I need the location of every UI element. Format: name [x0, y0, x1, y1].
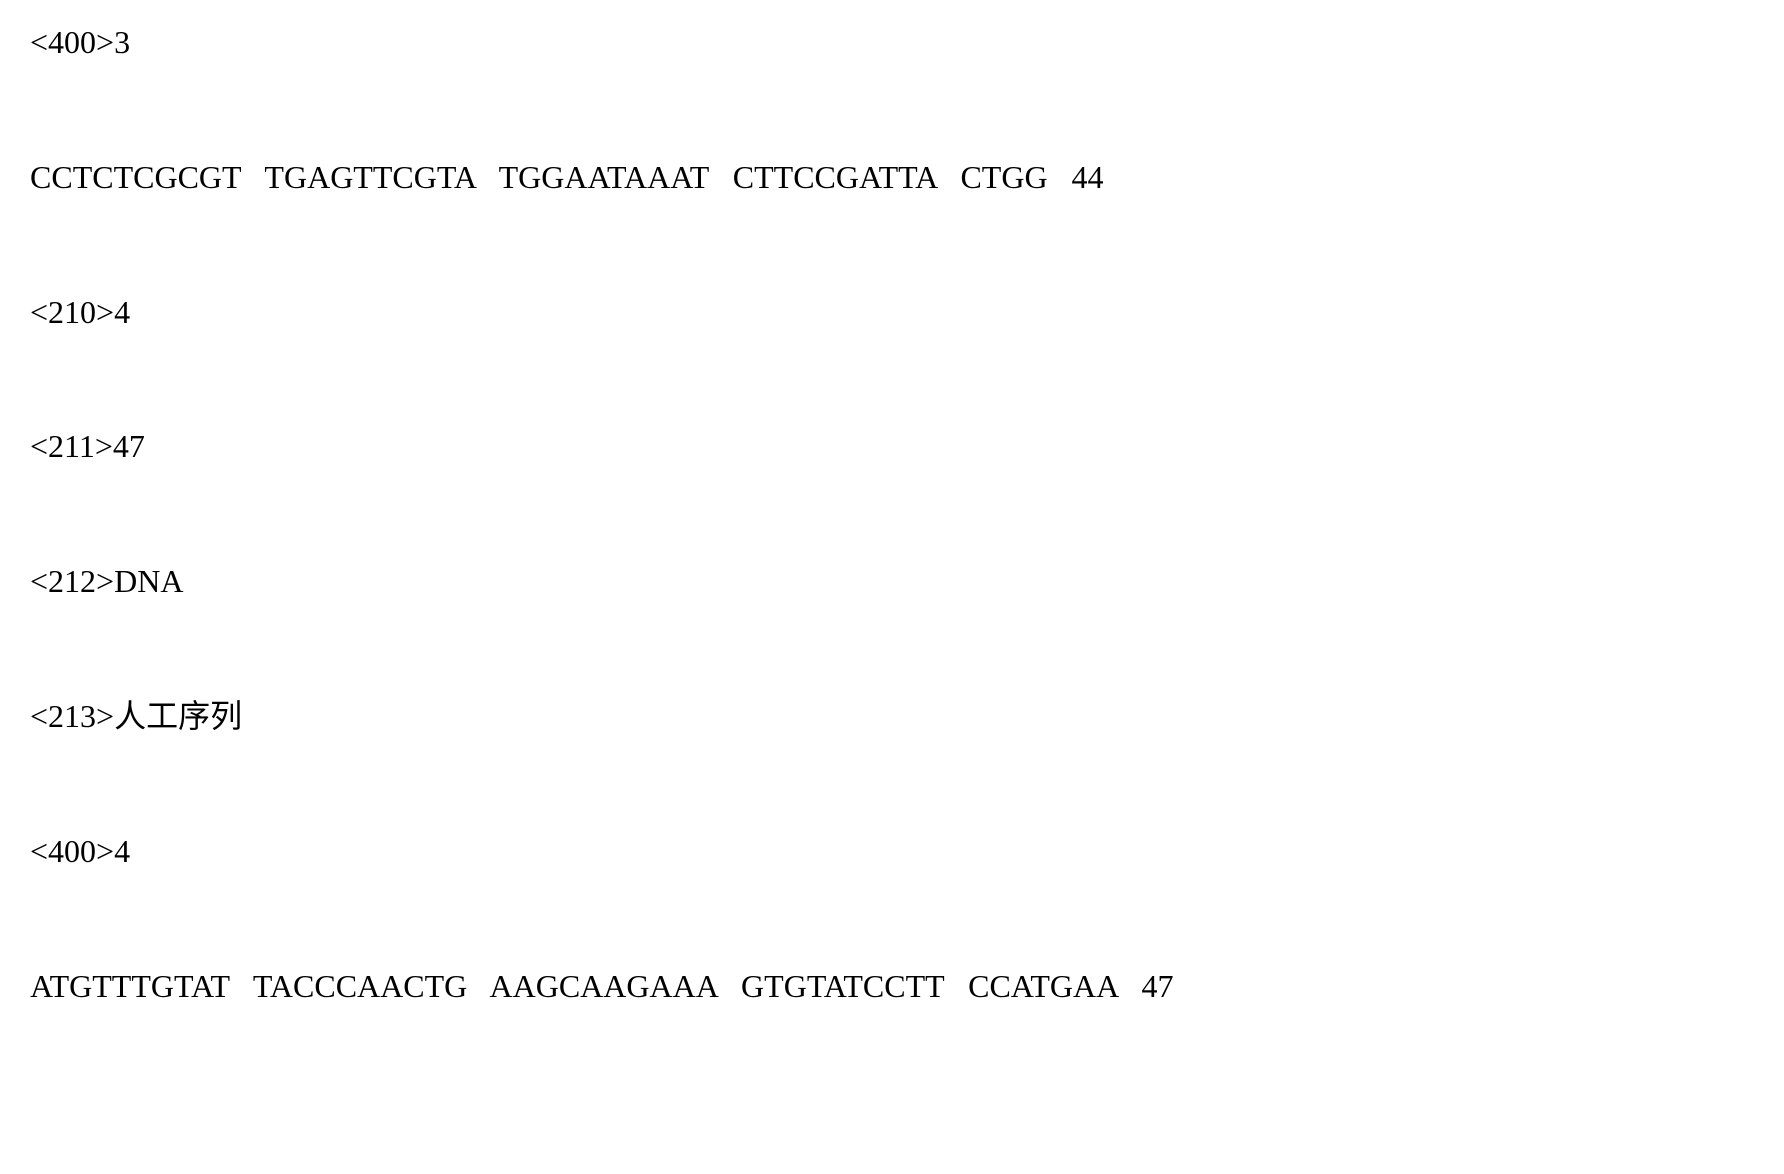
sequence-4-data: ATGTTTGTAT TACCCAACTG AAGCAAGAAA GTGTATC… — [30, 964, 1754, 1009]
sequence-listing-document: <400>3 CCTCTCGCGT TGAGTTCGTA TGGAATAAAT … — [30, 20, 1754, 1008]
seq-tag-400-3: <400>3 — [30, 20, 1754, 65]
sequence-3-data: CCTCTCGCGT TGAGTTCGTA TGGAATAAAT CTTCCGA… — [30, 155, 1754, 200]
seq-tag-210: <210>4 — [30, 290, 1754, 335]
seq-tag-213: <213>人工序列 — [30, 694, 1754, 739]
seq-tag-211: <211>47 — [30, 424, 1754, 469]
seq-tag-212: <212>DNA — [30, 559, 1754, 604]
seq-tag-400-4: <400>4 — [30, 829, 1754, 874]
